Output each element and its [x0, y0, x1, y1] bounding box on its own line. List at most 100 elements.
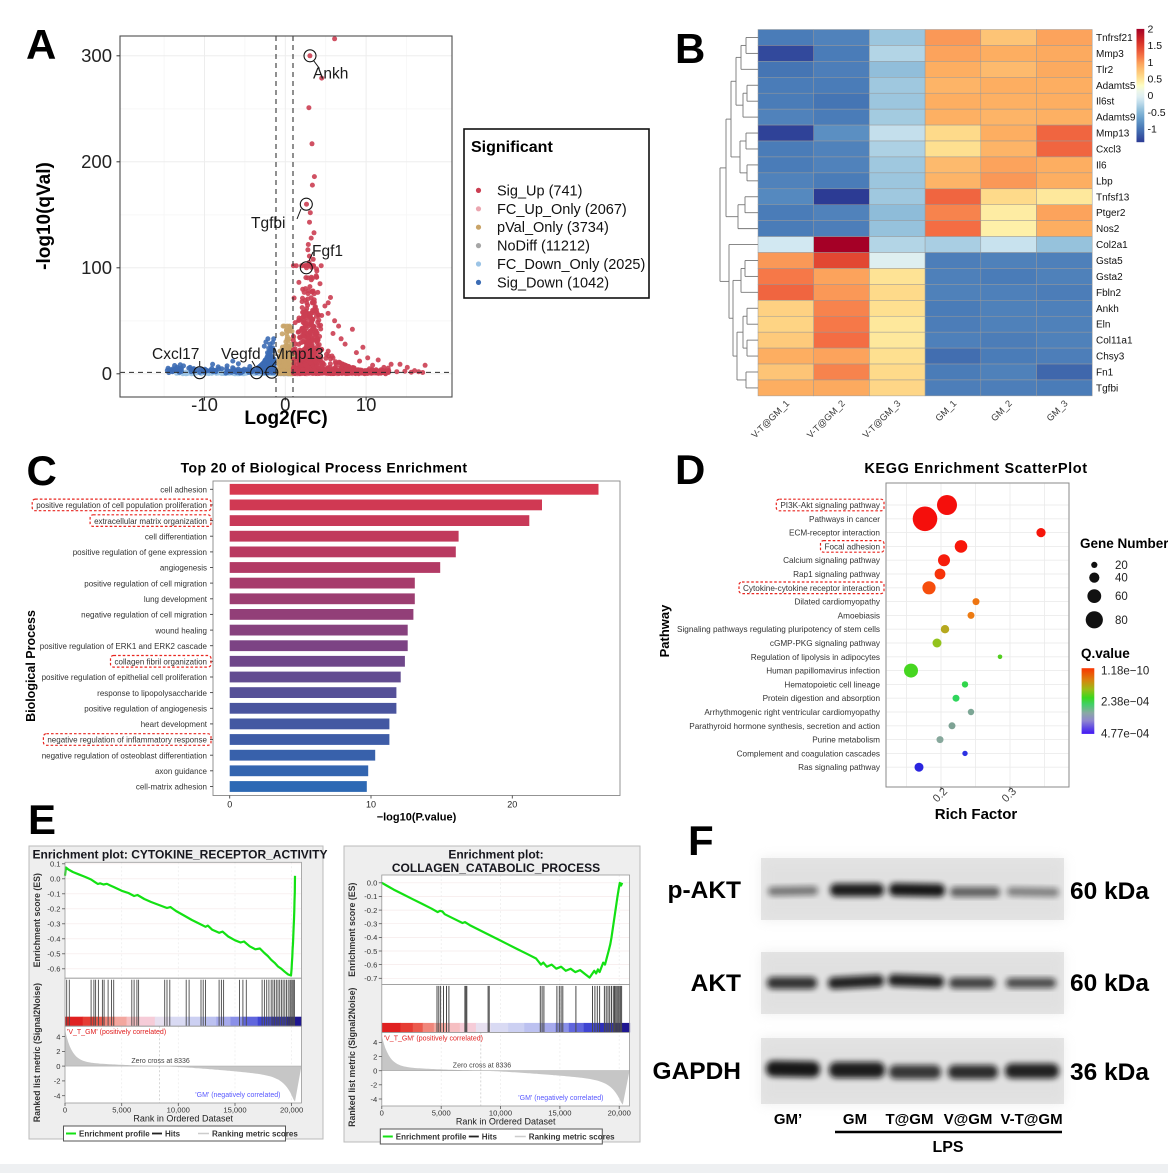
svg-text:1.18e−10: 1.18e−10 — [1101, 666, 1149, 678]
svg-text:positive regulation of gene ex: positive regulation of gene expression — [73, 548, 207, 557]
svg-text:positive regulation of cell po: positive regulation of cell population p… — [36, 501, 207, 510]
svg-text:AKT: AKT — [691, 970, 741, 997]
svg-text:Sig_Up (741): Sig_Up (741) — [497, 183, 582, 199]
svg-text:Tgfbi: Tgfbi — [251, 215, 285, 232]
svg-text:-0.4: -0.4 — [47, 935, 60, 944]
svg-text:20,000: 20,000 — [280, 1106, 303, 1115]
svg-text:-0.5: -0.5 — [364, 947, 377, 956]
svg-text:-log10(qVal): -log10(qVal) — [34, 162, 55, 270]
svg-text:C: C — [27, 447, 57, 494]
svg-text:Ptger2: Ptger2 — [1096, 208, 1126, 219]
svg-text:A: A — [26, 21, 56, 68]
svg-text:cell differentiation: cell differentiation — [145, 532, 207, 541]
svg-text:Ranking metric scores: Ranking metric scores — [212, 1130, 298, 1139]
svg-text:Focal adhesion: Focal adhesion — [824, 542, 880, 551]
svg-text:0.0: 0.0 — [367, 879, 378, 888]
svg-text:Tnfrsf21: Tnfrsf21 — [1096, 33, 1133, 44]
svg-text:-0.6: -0.6 — [364, 960, 377, 969]
svg-text:300: 300 — [81, 45, 112, 66]
svg-text:Pathways in cancer: Pathways in cancer — [809, 515, 880, 524]
svg-text:Calcium signaling pathway: Calcium signaling pathway — [783, 556, 881, 565]
svg-text:0: 0 — [1148, 90, 1154, 102]
svg-text:negative regulation of osteobl: negative regulation of osteoblast differ… — [42, 751, 207, 760]
svg-text:Sig_Down (1042): Sig_Down (1042) — [497, 275, 609, 291]
svg-text:Mmp13: Mmp13 — [272, 346, 324, 363]
svg-text:lung development: lung development — [144, 595, 208, 604]
svg-text:-0.2: -0.2 — [364, 906, 377, 915]
svg-text:Q.value: Q.value — [1081, 646, 1130, 661]
svg-text:FC_Up_Only (2067): FC_Up_Only (2067) — [497, 202, 627, 218]
svg-text:-1: -1 — [1148, 124, 1157, 136]
svg-text:Lbp: Lbp — [1096, 176, 1113, 187]
svg-text:Log2(FC): Log2(FC) — [244, 408, 327, 429]
svg-text:wound healing: wound healing — [154, 626, 207, 635]
svg-text:200: 200 — [81, 151, 112, 172]
svg-text:response to lipopolysaccharide: response to lipopolysaccharide — [97, 689, 207, 698]
svg-text:2: 2 — [56, 1047, 60, 1056]
svg-text:positive regulation of angioge: positive regulation of angiogenesis — [84, 705, 207, 714]
svg-text:Hits: Hits — [165, 1130, 181, 1139]
svg-text:20,000: 20,000 — [608, 1109, 631, 1118]
svg-text:-0.6: -0.6 — [47, 965, 60, 974]
svg-text:Dilated cardiomyopathy: Dilated cardiomyopathy — [794, 598, 880, 607]
svg-text:15,000: 15,000 — [223, 1106, 246, 1115]
svg-text:5,000: 5,000 — [112, 1106, 131, 1115]
svg-text:Ankh: Ankh — [313, 66, 348, 83]
svg-text:Enrichment plot: CYTOKINE_RECE: Enrichment plot: CYTOKINE_RECEPTOR_ACTIV… — [33, 848, 328, 862]
svg-text:1: 1 — [1148, 57, 1154, 69]
svg-text:Parathyroid hormone synthesis,: Parathyroid hormone synthesis, secretion… — [689, 722, 880, 731]
svg-text:Il6st: Il6st — [1096, 97, 1115, 108]
svg-text:Ankh: Ankh — [1096, 304, 1119, 315]
svg-text:positive regulation of cell mi: positive regulation of cell migration — [84, 579, 207, 588]
svg-text:0: 0 — [280, 394, 290, 415]
svg-text:heart development: heart development — [141, 720, 208, 729]
svg-text:Tlr2: Tlr2 — [1096, 65, 1114, 76]
svg-text:Gene Number: Gene Number — [1080, 536, 1168, 551]
svg-text:0: 0 — [102, 363, 112, 384]
svg-text:Cxcl17: Cxcl17 — [152, 346, 199, 363]
svg-text:Pathway: Pathway — [657, 604, 672, 658]
svg-text:GM: GM — [843, 1111, 867, 1128]
svg-text:0: 0 — [373, 1067, 377, 1076]
svg-text:Zero cross at 8336: Zero cross at 8336 — [131, 1058, 189, 1065]
svg-text:0.0: 0.0 — [50, 875, 61, 884]
svg-text:2.38e−04: 2.38e−04 — [1101, 696, 1150, 708]
svg-text:p-AKT: p-AKT — [668, 877, 742, 904]
svg-text:80: 80 — [1115, 615, 1128, 627]
svg-text:-4: -4 — [371, 1095, 378, 1104]
svg-text:0: 0 — [56, 1062, 60, 1071]
svg-text:Adamts5: Adamts5 — [1096, 81, 1136, 92]
svg-text:-2: -2 — [54, 1077, 61, 1086]
svg-text:0: 0 — [63, 1106, 67, 1115]
svg-text:−log10(P.value): −log10(P.value) — [377, 812, 457, 824]
svg-text:D: D — [675, 446, 705, 493]
svg-text:-0.1: -0.1 — [47, 890, 60, 899]
svg-text:Fgf1: Fgf1 — [312, 243, 343, 260]
svg-text:Signaling pathways regulating: Signaling pathways regulating pluripoten… — [677, 625, 880, 634]
svg-text:2: 2 — [373, 1052, 377, 1061]
svg-text:positive regulation of epithel: positive regulation of epithelial cell p… — [42, 673, 207, 682]
svg-text:extracellular matrix organizat: extracellular matrix organization — [94, 517, 207, 526]
svg-text:-4: -4 — [54, 1092, 61, 1101]
svg-text:36 kDa: 36 kDa — [1070, 1059, 1149, 1086]
svg-text:Gsta2: Gsta2 — [1096, 272, 1123, 283]
svg-text:Hits: Hits — [482, 1133, 498, 1142]
svg-text:20: 20 — [507, 800, 517, 810]
svg-text:Cytokine-cytokine receptor int: Cytokine-cytokine receptor interaction — [743, 584, 880, 593]
svg-text:Significant: Significant — [471, 139, 553, 156]
svg-text:4: 4 — [373, 1038, 377, 1047]
svg-text:10: 10 — [366, 800, 376, 810]
svg-text:60 kDa: 60 kDa — [1070, 878, 1149, 905]
svg-text:'V_T_GM' (positively correlate: 'V_T_GM' (positively correlated) — [384, 1035, 483, 1042]
svg-text:60: 60 — [1115, 591, 1128, 603]
svg-text:T@GM: T@GM — [886, 1111, 934, 1128]
svg-text:15,000: 15,000 — [548, 1109, 571, 1118]
svg-text:Chsy3: Chsy3 — [1096, 352, 1125, 363]
svg-text:-0.2: -0.2 — [47, 905, 60, 914]
svg-text:4.77e−04: 4.77e−04 — [1101, 729, 1150, 741]
svg-text:Zero cross at 8336: Zero cross at 8336 — [453, 1063, 511, 1070]
svg-text:Rap1 signaling pathway: Rap1 signaling pathway — [793, 570, 881, 579]
svg-text:Tnfsf13: Tnfsf13 — [1096, 192, 1130, 203]
svg-text:-0.3: -0.3 — [47, 920, 60, 929]
svg-text:-0.7: -0.7 — [364, 974, 377, 983]
